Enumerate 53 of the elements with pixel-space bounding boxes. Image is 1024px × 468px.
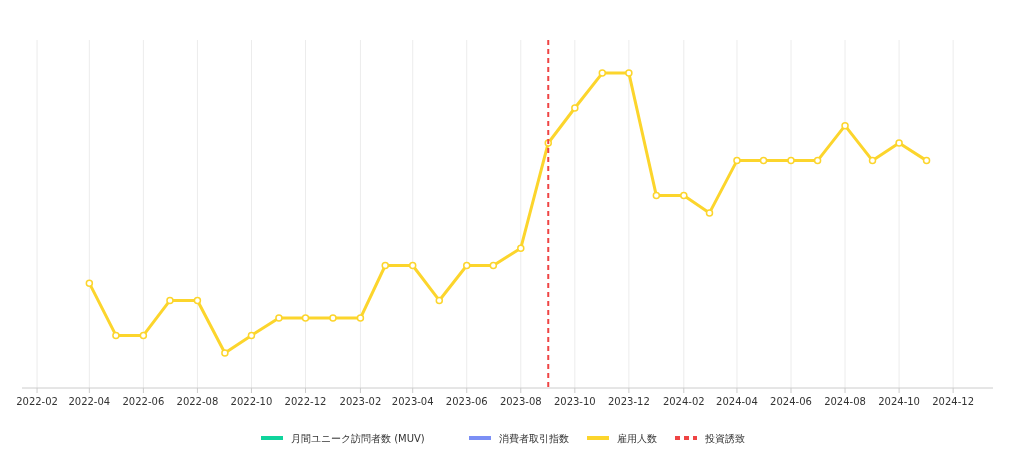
point bbox=[625, 69, 633, 77]
x-tick-label: 2024-10 bbox=[878, 396, 920, 407]
x-tick-label: 2022-02 bbox=[16, 396, 58, 407]
x-tick-label: 2022-08 bbox=[176, 396, 219, 407]
legend-label: 雇用人数 bbox=[617, 433, 657, 444]
x-tick-label: 2023-10 bbox=[553, 396, 596, 407]
point bbox=[166, 296, 174, 305]
point bbox=[435, 296, 444, 305]
x-tick-label: 2022-12 bbox=[284, 396, 327, 407]
x-tick-label: 2024-12 bbox=[932, 396, 975, 407]
x-tick-label: 2024-08 bbox=[824, 396, 866, 407]
point bbox=[705, 209, 714, 217]
point bbox=[301, 314, 310, 322]
point bbox=[733, 156, 741, 165]
point bbox=[463, 261, 471, 270]
legend-label: 消費者取引指数 bbox=[499, 433, 569, 444]
point bbox=[247, 331, 256, 340]
point bbox=[868, 156, 877, 165]
x-tick-label: 2024-06 bbox=[770, 396, 812, 407]
x-tick-label: 2024-04 bbox=[716, 396, 758, 407]
point bbox=[408, 261, 417, 270]
point bbox=[489, 261, 498, 270]
legend-label: 投資誘致 bbox=[704, 433, 745, 444]
point bbox=[680, 191, 688, 200]
point bbox=[598, 69, 607, 77]
point bbox=[193, 296, 202, 305]
x-tick-label: 2022-06 bbox=[122, 396, 165, 407]
x-tick-label: 2023-12 bbox=[607, 396, 650, 407]
point bbox=[112, 331, 120, 340]
point bbox=[85, 279, 94, 287]
point bbox=[922, 156, 931, 165]
point bbox=[517, 244, 525, 252]
x-tick-label: 2022-10 bbox=[230, 396, 273, 407]
x-tick-label: 2023-06 bbox=[445, 396, 488, 407]
point bbox=[221, 349, 229, 357]
point bbox=[787, 156, 795, 165]
point bbox=[275, 314, 283, 322]
point bbox=[652, 191, 661, 200]
point bbox=[895, 139, 903, 147]
point bbox=[139, 331, 148, 340]
x-tick-label: 2024-02 bbox=[662, 396, 705, 407]
point bbox=[571, 104, 579, 112]
legend-label: 月間ユニーク訪問者数 (MUV) bbox=[291, 433, 425, 444]
point bbox=[381, 261, 389, 270]
point bbox=[841, 121, 849, 130]
point bbox=[356, 314, 365, 322]
x-tick-label: 2022-04 bbox=[68, 396, 111, 407]
point bbox=[813, 156, 822, 165]
point bbox=[759, 156, 768, 165]
point bbox=[329, 314, 337, 322]
x-tick-label: 2023-08 bbox=[499, 396, 542, 407]
x-tick-label: 2023-02 bbox=[339, 396, 382, 407]
x-tick-label: 2023-04 bbox=[391, 396, 434, 407]
